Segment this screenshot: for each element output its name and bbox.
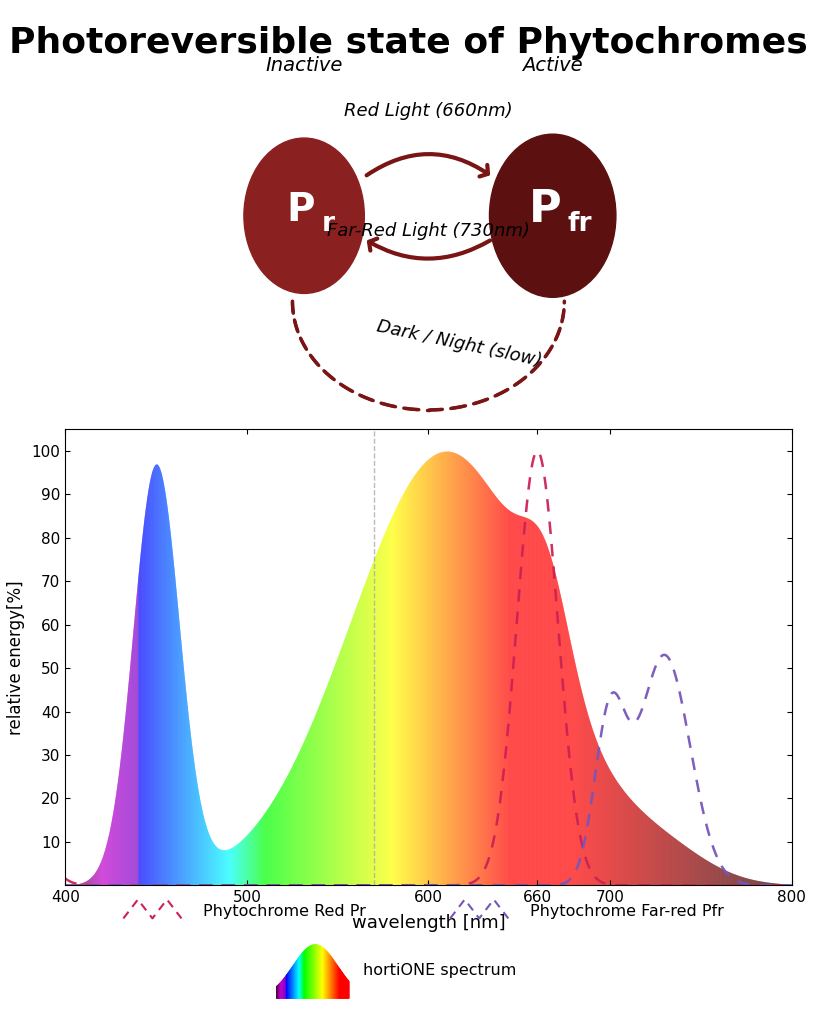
Ellipse shape	[490, 134, 616, 297]
Phytochrome Red Pr	[395, 880, 405, 892]
Text: Far-Red Light (730nm): Far-Red Light (730nm)	[327, 222, 530, 241]
Phytochrome Red Pr	[259, 880, 269, 892]
Text: P: P	[286, 190, 315, 229]
Phytochrome Red Pr	[766, 880, 776, 892]
Text: Active: Active	[522, 56, 583, 76]
Line: Phytochrome Far-red Pfr: Phytochrome Far-red Pfr	[65, 654, 792, 886]
Ellipse shape	[244, 138, 364, 294]
Phytochrome Red Pr	[532, 445, 542, 458]
Text: Dark / Night (slow): Dark / Night (slow)	[375, 317, 543, 371]
Phytochrome Red Pr	[414, 880, 424, 892]
Text: Red Light (660nm): Red Light (660nm)	[344, 101, 512, 120]
Text: r: r	[322, 211, 335, 237]
Phytochrome Far-red Pfr	[787, 880, 796, 892]
Text: Phytochrome Far-red Pfr: Phytochrome Far-red Pfr	[530, 904, 724, 919]
Phytochrome Far-red Pfr	[97, 880, 107, 892]
Phytochrome Red Pr	[787, 880, 796, 892]
Text: Inactive: Inactive	[265, 56, 343, 76]
Line: Phytochrome Red Pr: Phytochrome Red Pr	[65, 452, 792, 886]
Y-axis label: relative energy[%]: relative energy[%]	[7, 580, 24, 734]
Phytochrome Far-red Pfr	[414, 880, 424, 892]
Phytochrome Far-red Pfr	[632, 714, 642, 726]
Phytochrome Far-red Pfr	[766, 880, 776, 892]
Phytochrome Far-red Pfr	[60, 880, 70, 892]
Phytochrome Red Pr	[766, 880, 776, 892]
Phytochrome Red Pr	[60, 872, 70, 885]
X-axis label: wavelength [nm]: wavelength [nm]	[352, 913, 505, 932]
Text: Phytochrome Red Pr: Phytochrome Red Pr	[203, 904, 366, 919]
Text: Photoreversible state of Phytochromes: Photoreversible state of Phytochromes	[9, 26, 807, 59]
Phytochrome Far-red Pfr	[765, 880, 775, 892]
Phytochrome Far-red Pfr	[659, 648, 669, 660]
Text: P: P	[529, 188, 561, 231]
Text: fr: fr	[568, 211, 592, 237]
Phytochrome Red Pr	[633, 880, 643, 892]
Text: hortiONE spectrum: hortiONE spectrum	[363, 963, 517, 978]
Phytochrome Far-red Pfr	[394, 880, 404, 892]
Phytochrome Red Pr	[97, 880, 107, 892]
